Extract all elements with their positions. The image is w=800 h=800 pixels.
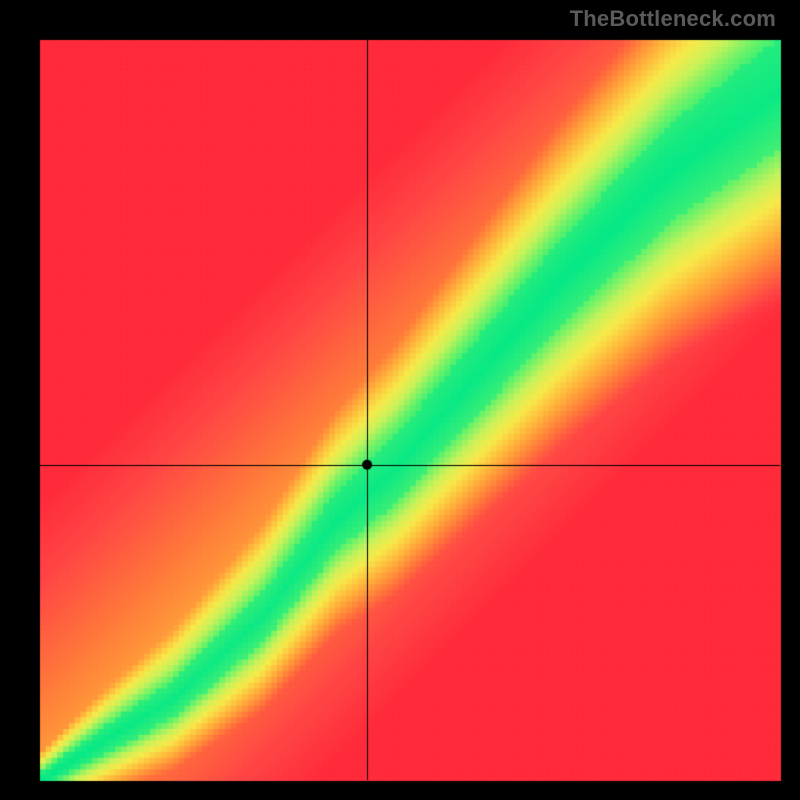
watermark-text: TheBottleneck.com [570, 6, 776, 32]
chart-container: TheBottleneck.com [0, 0, 800, 800]
heatmap-canvas [0, 0, 800, 800]
